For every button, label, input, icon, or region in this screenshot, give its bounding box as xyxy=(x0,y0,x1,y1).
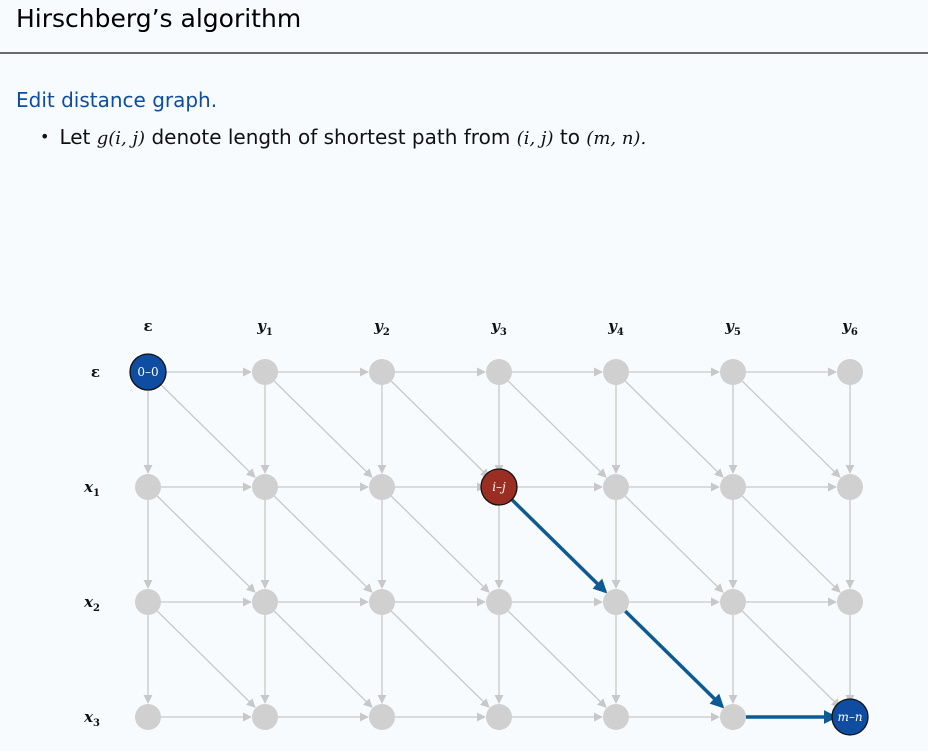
grid-node xyxy=(720,474,746,500)
grid-node xyxy=(603,474,629,500)
grid-node xyxy=(252,589,278,615)
row-header: x2 xyxy=(83,593,100,614)
edge-diagonal xyxy=(156,495,256,593)
grid-node xyxy=(369,704,395,730)
highlight-path-edge xyxy=(507,494,608,594)
start-node-label: 0–0 xyxy=(137,365,158,379)
edge-diagonal xyxy=(390,610,490,708)
grid-node xyxy=(720,589,746,615)
section-heading: Edit distance graph. xyxy=(16,88,218,112)
bullet-item: • Let g(i, j) denote length of shortest p… xyxy=(40,125,646,149)
edge-diagonal xyxy=(273,380,373,478)
grid-node xyxy=(486,704,512,730)
grid-node xyxy=(486,359,512,385)
grid-node xyxy=(720,704,746,730)
bullet-marker: • xyxy=(40,127,50,146)
bullet-mid: denote length of shortest path from xyxy=(151,125,511,149)
column-header: y6 xyxy=(841,317,858,338)
end-node-label: m–n xyxy=(837,710,862,724)
end-node xyxy=(831,698,869,736)
grid-node xyxy=(603,359,629,385)
edge-diagonal xyxy=(273,495,373,593)
row-header: x3 xyxy=(83,708,100,729)
edge-diagonal xyxy=(390,495,490,593)
grid-node xyxy=(252,359,278,385)
function-g: g(i, j) xyxy=(96,128,146,149)
grid-node xyxy=(135,589,161,615)
grid-node xyxy=(486,589,512,615)
edge-diagonal xyxy=(507,380,607,478)
middle-node xyxy=(480,468,518,506)
grid-node xyxy=(369,474,395,500)
column-header: y1 xyxy=(256,317,273,338)
edge-diagonal xyxy=(273,610,373,708)
grid-node xyxy=(720,359,746,385)
grid-node xyxy=(135,704,161,730)
row-header: x1 xyxy=(83,478,100,499)
row-header: ε xyxy=(91,363,100,381)
start-node xyxy=(129,353,167,391)
grid-node xyxy=(252,474,278,500)
grid-node xyxy=(135,474,161,500)
grid-node xyxy=(837,359,863,385)
column-header: y5 xyxy=(724,317,741,338)
column-header: y4 xyxy=(607,317,624,338)
grid-node xyxy=(369,589,395,615)
edge-diagonal xyxy=(156,610,256,708)
edge-diagonal xyxy=(156,380,256,478)
slide-title: Hirschberg’s algorithm xyxy=(16,4,302,33)
bullet-to: to xyxy=(559,125,580,149)
grid-node xyxy=(252,704,278,730)
edge-diagonal xyxy=(507,610,607,708)
column-header: y3 xyxy=(490,317,507,338)
edge-diagonal xyxy=(741,610,841,708)
grid-node xyxy=(603,589,629,615)
grid-node xyxy=(603,704,629,730)
column-header: y2 xyxy=(373,317,390,338)
edge-diagonal xyxy=(624,495,724,593)
middle-node-label: i–j xyxy=(492,480,506,494)
column-header: ε xyxy=(143,317,152,335)
bullet-lead: Let xyxy=(59,125,91,149)
edge-diagonal xyxy=(390,380,490,478)
grid-node xyxy=(837,474,863,500)
from-coord: (i, j) xyxy=(516,128,554,149)
target-coord: (m, n). xyxy=(586,128,647,149)
grid-node xyxy=(369,359,395,385)
highlight-path-edge xyxy=(624,609,725,709)
title-divider xyxy=(0,52,928,54)
grid-node xyxy=(837,589,863,615)
edge-diagonal xyxy=(741,495,841,593)
edge-diagonal xyxy=(624,380,724,478)
edge-diagonal xyxy=(741,380,841,478)
